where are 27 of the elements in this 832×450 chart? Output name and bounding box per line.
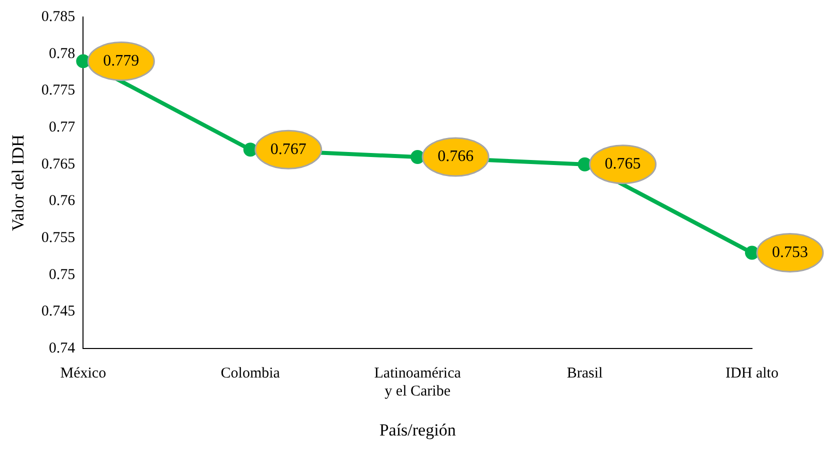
y-tick-label: 0.77 (48, 119, 76, 136)
y-tick-label: 0.74 (48, 340, 76, 357)
x-tick-label: Latinoamérica y el Caribe (374, 366, 462, 400)
y-tick-label: 0.775 (41, 82, 76, 99)
y-tick-label: 0.765 (41, 156, 76, 172)
point (410, 150, 425, 164)
x-tick-label: México (60, 366, 106, 382)
y-axis-title: Valor del IDH (8, 134, 28, 231)
data-label: 0.753 (772, 244, 808, 262)
x-tick-label: Colombia (220, 366, 280, 382)
y-tick-label: 0.785 (41, 8, 76, 25)
y-tick-label: 0.78 (48, 46, 76, 62)
y-tick-label: 0.75 (48, 266, 76, 283)
y-tick-label: 0.755 (41, 230, 76, 246)
y-tick-label: 0.745 (41, 304, 76, 320)
y-tick-label: 0.76 (48, 193, 76, 210)
x-axis-title: País/región (379, 420, 456, 440)
point (745, 246, 759, 260)
x-tick-label: Brasil (566, 366, 603, 382)
data-label: 0.766 (438, 148, 474, 166)
point (578, 157, 592, 172)
data-label: 0.767 (270, 140, 306, 158)
data-label: 0.779 (103, 52, 140, 70)
data-label: 0.765 (604, 156, 641, 173)
point (243, 142, 258, 157)
x-tick-label: IDH alto (726, 366, 778, 382)
point (76, 54, 90, 68)
